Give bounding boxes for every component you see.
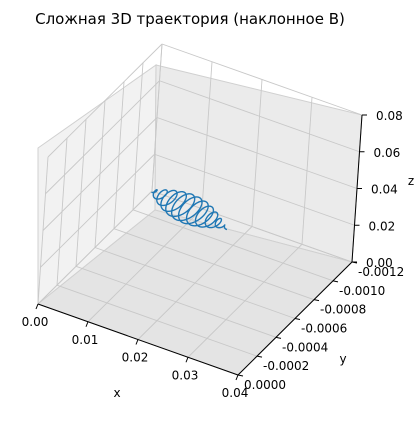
- grid-z-left: [42, 117, 158, 231]
- grid-y-floor: [75, 265, 277, 338]
- grid-z-left: [45, 80, 160, 195]
- x-tick-label: 0.04: [222, 386, 249, 400]
- z-tick-label: 0.08: [376, 109, 403, 123]
- y-tick-label: -0.0012: [358, 265, 404, 279]
- z-tick-label: 0.04: [371, 183, 398, 197]
- x-tick-label: 0.02: [122, 351, 149, 365]
- y-tick-label: -0.0008: [320, 303, 366, 317]
- x-tick-mark: [85, 321, 89, 327]
- y-tick-mark: [313, 299, 320, 302]
- trajectory-line: [150, 189, 228, 231]
- y-axis-label: y: [339, 352, 346, 366]
- z-tick-label: 0.02: [369, 219, 396, 233]
- y-tick-mark: [332, 280, 339, 283]
- grid-y-floor: [132, 209, 334, 282]
- y-tick-label: -0.0006: [301, 322, 347, 336]
- x-tick-mark: [235, 374, 239, 381]
- y-tick-mark: [294, 318, 301, 320]
- grid-z-back: [161, 43, 363, 116]
- grid-z-left: [37, 190, 153, 305]
- grid-z-back: [156, 117, 358, 189]
- y-tick-label: -0.0004: [282, 340, 328, 354]
- y-tick-mark: [237, 374, 244, 377]
- y-tick-label: -0.0010: [339, 284, 385, 298]
- grid-z-back: [154, 153, 355, 226]
- z-axis-label: z: [408, 174, 414, 188]
- x-tick-label: 0.01: [72, 333, 99, 347]
- grid-z-left: [40, 153, 155, 268]
- grid-lines: [37, 43, 363, 376]
- grid-y-floor: [94, 247, 296, 319]
- x-axis-label: x: [113, 386, 120, 400]
- y-tick-mark: [275, 336, 282, 339]
- z-tick-label: 0.06: [374, 146, 401, 160]
- x-tick-mark: [135, 339, 139, 345]
- grid-z-back: [159, 80, 360, 153]
- chart-title: Сложная 3D траектория (наклонное B): [35, 10, 345, 28]
- x-tick-mark: [185, 357, 189, 363]
- y-tick-label: -0.0002: [263, 359, 309, 373]
- y-tick-mark: [256, 355, 263, 358]
- trajectory-series: [150, 189, 228, 231]
- grid-y-floor: [113, 228, 315, 301]
- axis-ticks: 0.00 0.01 0.02 0.03 0.04 -0.0012 -0.0010 -0.000…: [22, 109, 405, 400]
- y-tick-label: 0.0000: [244, 378, 286, 392]
- grid-z-left: [47, 43, 163, 158]
- x-tick-label: 0.00: [22, 315, 49, 329]
- x-tick-mark: [35, 303, 39, 310]
- grid-y-floor: [56, 284, 258, 357]
- x-tick-label: 0.03: [172, 368, 199, 382]
- z-tick-label: 0.00: [366, 256, 393, 270]
